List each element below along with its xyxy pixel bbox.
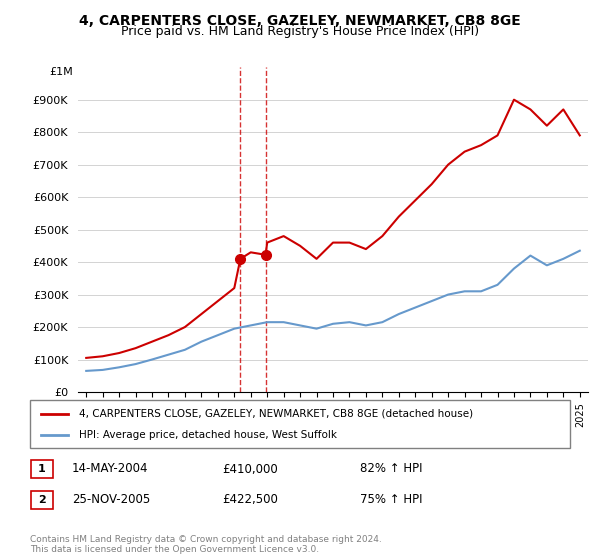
FancyBboxPatch shape	[30, 400, 570, 448]
Text: Contains HM Land Registry data © Crown copyright and database right 2024.
This d: Contains HM Land Registry data © Crown c…	[30, 535, 382, 554]
Text: 4, CARPENTERS CLOSE, GAZELEY, NEWMARKET, CB8 8GE (detached house): 4, CARPENTERS CLOSE, GAZELEY, NEWMARKET,…	[79, 409, 473, 419]
Text: £410,000: £410,000	[222, 463, 278, 475]
Text: HPI: Average price, detached house, West Suffolk: HPI: Average price, detached house, West…	[79, 430, 337, 440]
FancyBboxPatch shape	[31, 460, 53, 478]
Text: 82% ↑ HPI: 82% ↑ HPI	[360, 463, 422, 475]
FancyBboxPatch shape	[31, 491, 53, 509]
Text: 4, CARPENTERS CLOSE, GAZELEY, NEWMARKET, CB8 8GE: 4, CARPENTERS CLOSE, GAZELEY, NEWMARKET,…	[79, 14, 521, 28]
Text: 14-MAY-2004: 14-MAY-2004	[72, 463, 149, 475]
Text: 75% ↑ HPI: 75% ↑ HPI	[360, 493, 422, 506]
Text: Price paid vs. HM Land Registry's House Price Index (HPI): Price paid vs. HM Land Registry's House …	[121, 25, 479, 38]
Text: £1M: £1M	[49, 67, 73, 77]
Text: 25-NOV-2005: 25-NOV-2005	[72, 493, 150, 506]
Text: 1: 1	[38, 464, 46, 474]
Text: £422,500: £422,500	[222, 493, 278, 506]
Text: 2: 2	[38, 495, 46, 505]
